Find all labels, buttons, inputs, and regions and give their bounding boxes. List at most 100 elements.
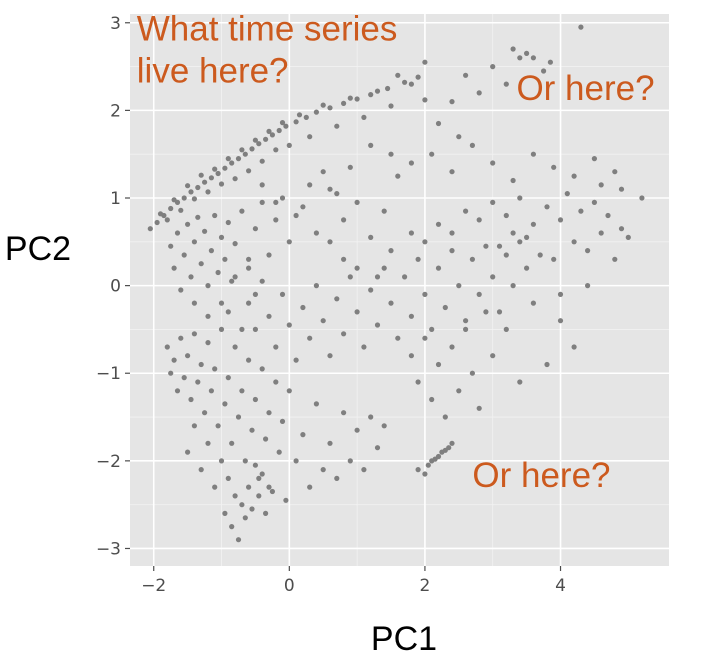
y-tick-label: −1	[96, 364, 121, 384]
data-point	[374, 88, 381, 94]
x-tick-label: 0	[284, 576, 295, 596]
data-point	[246, 484, 252, 490]
x-tick-label: 4	[555, 576, 566, 596]
data-point	[185, 183, 191, 189]
annotation-text: What time series live here?	[137, 9, 398, 90]
data-point	[273, 379, 279, 385]
data-point	[388, 103, 394, 109]
data-point	[510, 283, 516, 289]
data-point	[225, 219, 231, 226]
data-point	[181, 195, 187, 201]
data-point	[256, 493, 262, 499]
data-point	[181, 375, 187, 381]
data-point	[313, 109, 319, 115]
data-point	[368, 414, 374, 420]
data-point	[341, 100, 347, 106]
annotation-text: Or here?	[516, 69, 654, 108]
data-point	[327, 239, 333, 245]
data-point	[300, 304, 306, 311]
data-point	[368, 92, 374, 98]
data-point	[198, 261, 204, 267]
data-point	[252, 291, 258, 297]
data-point	[354, 96, 360, 102]
data-point	[341, 217, 347, 223]
data-point	[266, 313, 272, 319]
data-point	[181, 252, 187, 258]
data-point	[185, 221, 191, 227]
data-point	[463, 318, 469, 324]
data-point	[388, 248, 394, 254]
data-point	[395, 72, 401, 78]
x-tick-label: 2	[420, 576, 431, 596]
data-point	[510, 177, 516, 184]
data-point	[585, 283, 591, 289]
data-point	[225, 375, 231, 381]
data-point	[212, 366, 218, 372]
data-point	[395, 335, 401, 341]
data-point	[188, 274, 194, 280]
data-point	[537, 252, 543, 258]
data-point	[368, 234, 374, 240]
data-point	[449, 248, 455, 254]
data-point	[168, 205, 174, 212]
data-point	[557, 291, 564, 297]
data-point	[259, 199, 265, 205]
data-point	[188, 396, 194, 403]
data-point	[530, 151, 537, 157]
data-point	[202, 228, 208, 234]
data-point	[293, 357, 299, 363]
data-point	[198, 172, 204, 178]
data-point	[286, 239, 292, 245]
data-point	[232, 274, 238, 280]
data-point	[503, 212, 509, 219]
data-point	[195, 379, 201, 385]
data-point	[218, 326, 225, 332]
data-point	[435, 453, 442, 460]
data-point	[341, 331, 347, 337]
data-point	[246, 265, 252, 271]
data-point	[235, 537, 242, 543]
data-point	[435, 265, 442, 271]
data-point	[571, 344, 577, 350]
data-point	[232, 241, 238, 247]
data-point	[269, 488, 275, 495]
data-point	[178, 207, 184, 213]
data-point	[435, 120, 442, 127]
data-point	[388, 300, 394, 306]
data-point	[252, 226, 258, 232]
data-point	[381, 423, 387, 429]
data-point	[354, 265, 360, 271]
data-point	[449, 169, 455, 175]
data-point	[354, 427, 360, 433]
data-points	[147, 24, 645, 543]
data-point	[442, 414, 448, 420]
data-point	[463, 208, 469, 214]
data-point	[510, 46, 516, 52]
data-point	[442, 304, 448, 311]
data-point	[334, 296, 340, 302]
data-point	[259, 366, 265, 372]
data-point	[388, 151, 394, 157]
data-point	[218, 181, 225, 187]
y-axis-title: PC2	[5, 230, 71, 268]
data-point	[320, 169, 326, 175]
data-point	[449, 99, 455, 105]
data-point	[222, 510, 228, 516]
x-axis-ticks: −2 0 2 4	[141, 566, 566, 596]
data-point	[557, 318, 564, 324]
data-point	[164, 344, 170, 350]
data-point	[195, 184, 201, 191]
data-point	[279, 120, 286, 126]
data-point	[249, 146, 255, 152]
data-point	[198, 467, 204, 473]
data-point	[178, 287, 184, 293]
data-point	[293, 119, 299, 125]
data-point	[225, 309, 231, 315]
data-point	[185, 449, 191, 455]
data-point	[242, 151, 248, 157]
data-point	[266, 252, 272, 258]
data-point	[313, 230, 319, 236]
data-point	[334, 475, 340, 481]
data-point	[229, 278, 235, 284]
data-point	[547, 59, 554, 65]
